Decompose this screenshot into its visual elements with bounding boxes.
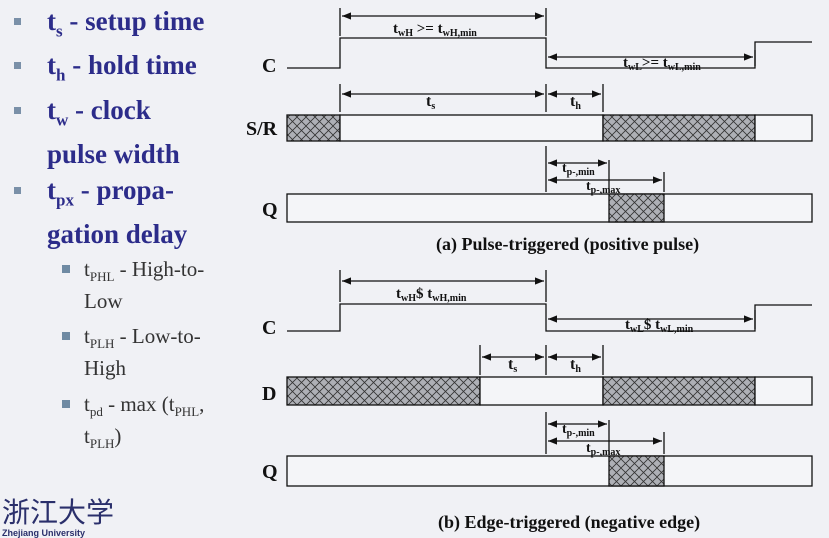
signal-label-sr: S/R xyxy=(246,118,278,140)
diagram-a xyxy=(286,8,813,223)
q-waveform-a xyxy=(286,193,813,223)
label-twl-b: twL$ twL,min xyxy=(625,317,694,335)
label-ts-b: ts xyxy=(508,356,517,375)
clock-waveform-b xyxy=(287,303,812,332)
bullet-square-icon xyxy=(14,187,21,194)
subbullet-square-icon xyxy=(62,332,70,340)
sr-waveform-a xyxy=(339,114,604,142)
label-ts-a: ts xyxy=(426,93,435,112)
d-hatch-left xyxy=(286,376,481,406)
d-hatch-right xyxy=(602,376,756,406)
diagram-b xyxy=(286,270,813,487)
bullet-square-icon xyxy=(14,62,21,69)
logo-chars: 浙江大学 xyxy=(2,496,114,529)
label-twl-a: twL>= twL,min xyxy=(623,55,701,73)
d-waveform-b-end xyxy=(754,376,813,406)
signal-label-c-b: C xyxy=(262,317,276,339)
subbullet-square-icon xyxy=(62,265,70,273)
label-tpmin-a: tp-,min xyxy=(562,161,595,178)
clock-waveform-a xyxy=(287,37,812,69)
q-hatch-a xyxy=(608,193,665,223)
logo-subtitle: Zhejiang University xyxy=(2,528,85,538)
label-tpmin-b: tp-,min xyxy=(562,422,595,439)
sr-hatch-right xyxy=(602,114,756,142)
signal-label-q-a: Q xyxy=(262,199,278,221)
caption-b: (b) Edge-triggered (negative edge) xyxy=(438,512,700,533)
label-th-b: th xyxy=(570,356,581,375)
sr-waveform-a-end xyxy=(754,114,813,142)
signal-label-c-a: C xyxy=(262,55,276,77)
label-twh-a: twH >= twH,min xyxy=(393,21,477,39)
d-waveform-b xyxy=(479,376,604,406)
zhejiang-university-logo: 浙江大学 Zhejiang University xyxy=(2,496,114,538)
label-tpmax-b: tp-,max xyxy=(586,441,620,458)
subbullet-square-icon xyxy=(62,400,70,408)
label-tpmax-a: tp-,max xyxy=(586,179,620,196)
sr-hatch-left xyxy=(286,114,341,142)
q-waveform-b xyxy=(286,455,813,487)
bullet-list: ts - setup time th - hold time tw - cloc… xyxy=(0,0,260,538)
label-th-a: th xyxy=(570,93,581,112)
signal-label-d: D xyxy=(262,383,276,405)
bullet-square-icon xyxy=(14,18,21,25)
caption-a: (a) Pulse-triggered (positive pulse) xyxy=(436,234,699,255)
bullet-square-icon xyxy=(14,107,21,114)
label-twh-b: twH$ twH,min xyxy=(396,286,467,304)
q-hatch-b xyxy=(608,455,665,487)
signal-label-q-b: Q xyxy=(262,461,278,483)
